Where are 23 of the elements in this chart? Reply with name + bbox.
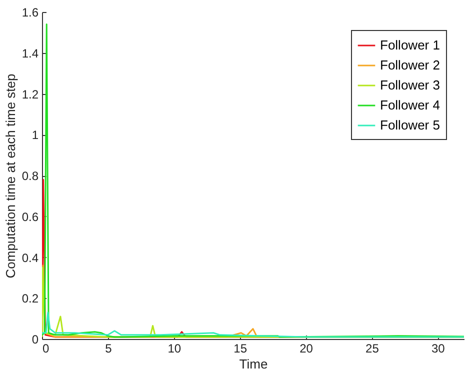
y-tick-label: 0 bbox=[32, 332, 39, 346]
y-axis-title: Computation time at each time step bbox=[2, 74, 18, 278]
x-axis-title: Time bbox=[239, 356, 268, 372]
y-tick-label: 0.2 bbox=[22, 292, 39, 306]
x-tick-label: 5 bbox=[105, 342, 112, 356]
y-tick-label: 1.2 bbox=[22, 87, 39, 102]
y-tick-label: 0.8 bbox=[22, 169, 39, 183]
y-tick-label: 1.4 bbox=[22, 46, 39, 60]
x-tick-label: 30 bbox=[431, 342, 446, 356]
y-tick-label: 1 bbox=[32, 128, 39, 142]
legend-label: Follower 3 bbox=[380, 78, 440, 92]
y-tick-label: 0.6 bbox=[22, 210, 39, 224]
x-tick-label: 10 bbox=[168, 342, 182, 356]
legend-label: Follower 1 bbox=[380, 38, 440, 52]
y-tick-label: 0.4 bbox=[22, 250, 39, 265]
x-tick-label: 25 bbox=[366, 342, 380, 356]
x-tick-label: 15 bbox=[234, 342, 248, 356]
x-tick-label: 0 bbox=[42, 342, 50, 356]
legend-label: Follower 4 bbox=[380, 98, 440, 112]
legend-label: Follower 5 bbox=[380, 118, 440, 132]
y-tick-label: 1.6 bbox=[22, 6, 39, 20]
x-tick-label: 20 bbox=[300, 342, 314, 356]
legend-label: Follower 2 bbox=[380, 58, 440, 72]
